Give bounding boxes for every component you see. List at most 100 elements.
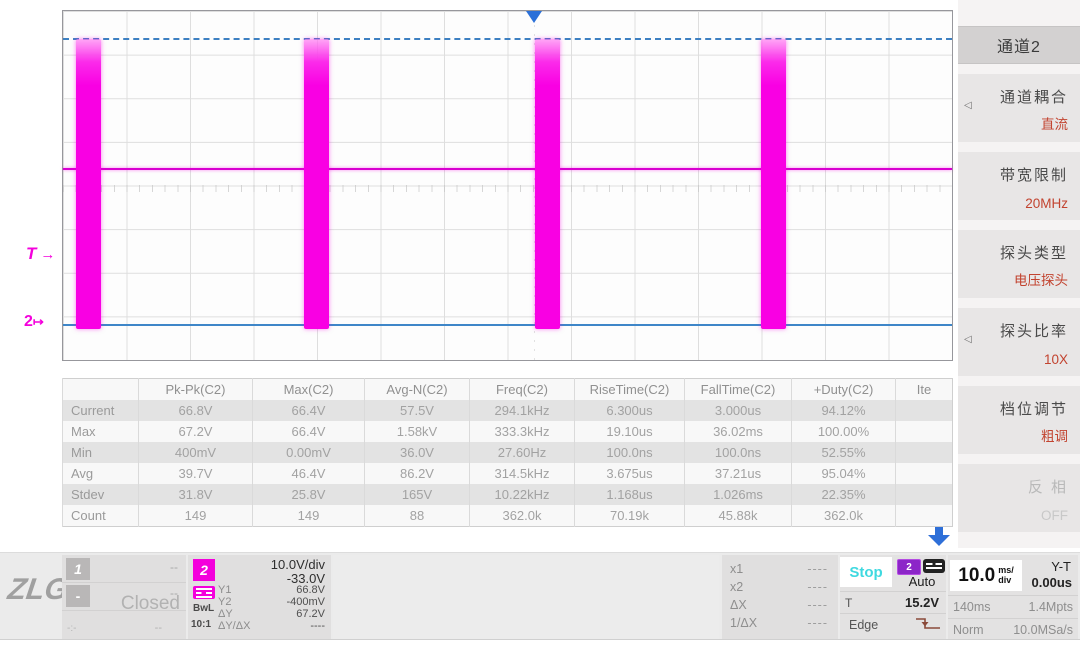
channel2-scale: 10.0V/div: [270, 557, 325, 572]
cursor-readout-row: Y2 -400mV: [218, 596, 325, 608]
channel1-badge: 1: [66, 558, 90, 580]
status-bar: ZLG® 1 -- -- - Closed -:- -- 2 10.0V/div…: [0, 552, 1080, 640]
column-header: Avg-N(C2): [364, 378, 470, 400]
xcursor-row: x1 ----: [730, 562, 828, 576]
measure-row: Current 66.8V 66.4V 57.5V 294.1kHz 6.300us 3.0…: [62, 400, 953, 421]
trace-pulse: [760, 38, 786, 329]
channel-menu: 通道2 ◁ 通道耦合直流带宽限制 20MHz 探头类型电压探头 ◁ 探头比率 10X 档位调节…: [958, 0, 1080, 548]
menu-item-value: 直流: [1041, 117, 1068, 132]
measure-row: Stdev 31.8V 25.8V 165V 10.22kHz 1.168us 1.026m…: [62, 484, 953, 505]
trigger-panel[interactable]: Stop 2 Auto T 15.2V Edge: [840, 555, 946, 639]
measure-row: Min 400mV 0.00mV 36.0V 27.60Hz 100.0ns 100.0ns…: [62, 442, 953, 463]
center-axis-ticks: [63, 185, 952, 193]
submenu-arrow-icon: ◁: [964, 100, 972, 111]
acquire-mode: Norm: [953, 623, 984, 637]
menu-item-label: 通道耦合: [999, 89, 1068, 106]
menu-item-value: 电压探头: [1014, 273, 1068, 288]
channel1-status: Closed: [120, 593, 180, 614]
maps-to-arrow-icon: ↦: [32, 314, 44, 329]
measure-table-header-row: Pk-Pk(C2) Max(C2) Avg-N(C2) Freq(C2) RiseTim…: [62, 378, 953, 400]
menu-item-1[interactable]: ◁ 通道耦合直流: [958, 74, 1080, 142]
channel2-badge: 2: [193, 559, 215, 581]
column-header: Max(C2): [252, 378, 365, 400]
waveform-plot: [62, 10, 953, 361]
column-header: +Duty(C2): [791, 378, 896, 400]
column-header: Ite: [895, 378, 953, 400]
record-points: 1.4Mpts: [1028, 600, 1073, 614]
falling-edge-icon: [915, 617, 941, 636]
menu-item-value: 10X: [1043, 352, 1068, 367]
display-mode: Y-T: [1051, 559, 1071, 574]
xcursor-row: x2 ----: [730, 580, 828, 594]
trigger-level-value: 15.2V: [905, 595, 939, 610]
cursor-readout-row: ΔY 67.2V: [218, 608, 325, 620]
menu-item-label: 反 相: [1027, 479, 1068, 496]
trace-pulse: [535, 38, 561, 329]
trigger-position-marker[interactable]: [526, 11, 543, 23]
horizontal-offset: 0.00us: [1031, 575, 1072, 590]
trigger-source-badge: 2: [897, 559, 921, 575]
trigger-mode: Auto: [908, 574, 936, 589]
channel2-marker-label: 2: [24, 313, 33, 330]
column-header: Freq(C2): [469, 378, 575, 400]
menu-item-4[interactable]: ◁ 探头比率 10X: [958, 308, 1080, 376]
timebase-panel[interactable]: 10.0 ms/ div Y-T 0.00us 140ms 1.4Mpts No…: [948, 555, 1078, 639]
cursor-line-y2[interactable]: [63, 324, 952, 327]
measure-row: Count 149 149 88 362.0k 70.19k 45.88k 362.0k: [62, 505, 953, 527]
menu-item-label: 探头类型: [999, 245, 1068, 262]
cursor-readout-row: Y1 66.8V: [218, 584, 325, 596]
menu-item-label: 档位调节: [999, 401, 1068, 418]
channel1-bottom-value: --: [154, 622, 162, 634]
menu-item-label: 探头比率: [999, 323, 1068, 340]
channel2-offset-marker[interactable]: 2↦: [24, 313, 44, 331]
menu-item-label: 带宽限制: [999, 167, 1068, 184]
display-memory-icon: [923, 559, 945, 573]
timebase-scale-box: 10.0 ms/ div: [950, 560, 1022, 591]
measure-row: Avg 39.7V 46.4V 86.2V 314.5kHz 3.675us 37.21us…: [62, 463, 953, 484]
trigger-level-marker[interactable]: T →: [26, 244, 55, 264]
channel2-panel[interactable]: 2 10.0V/div -33.0V BwL 10:1 Y1 66.8V Y2 -40…: [188, 555, 331, 639]
timebase-scale-unit: ms/ div: [998, 565, 1014, 585]
right-arrow-icon: →: [40, 246, 56, 263]
channel1-minus-badge: -: [66, 585, 90, 607]
menu-item-6: 反 相 OFF: [958, 464, 1080, 532]
column-header: FallTime(C2): [684, 378, 792, 400]
table-scroll-down-arrow[interactable]: [928, 527, 950, 546]
channel-menu-items: ◁ 通道耦合 直流 带宽限制 20MHz 探头类型 电压探头 ◁ 探头比率 10X 档位调节 粗调反 …: [958, 74, 1080, 532]
trace-pulse: [303, 38, 329, 329]
trace-baseline: [63, 168, 952, 171]
menu-item-5[interactable]: 档位调节 粗调: [958, 386, 1080, 454]
trigger-type: Edge: [849, 618, 879, 632]
timebase-scale-value: 10.0: [958, 564, 996, 586]
xcursor-panel[interactable]: x1 ---- x2 ---- ΔX ---- 1/ΔX ----: [722, 555, 838, 639]
menu-item-value: OFF: [1041, 508, 1068, 523]
menu-item-3[interactable]: 探头类型电压探头: [958, 230, 1080, 298]
down-arrow-icon: [928, 535, 950, 546]
brand-logo-text: ZLG: [5, 573, 71, 606]
trigger-level-label: T: [845, 596, 853, 610]
column-header: RiseTime(C2): [574, 378, 685, 400]
cursor-line-y1[interactable]: [63, 37, 952, 40]
record-window: 140ms: [953, 600, 991, 614]
measure-table-body: Current 66.8V 66.4V 57.5V 294.1kHz 6.300us 3.0…: [62, 400, 953, 527]
trace-pulse: [76, 38, 102, 329]
submenu-arrow-icon: ◁: [964, 334, 972, 345]
cursor-readout-row: ΔY/ΔX ----: [218, 620, 325, 632]
column-header: [62, 378, 139, 400]
sample-rate: 10.0MSa/s: [1013, 623, 1073, 637]
menu-item-value: 20MHz: [1025, 196, 1068, 211]
menu-title: 通道2: [958, 26, 1080, 64]
channel1-panel[interactable]: 1 -- -- - Closed -:- --: [62, 555, 186, 639]
measure-row: Max 67.2V 66.4V 1.58kV 333.3kHz 19.10us 36.02m…: [62, 421, 953, 442]
bandwidth-limit-flag: BwL: [193, 603, 215, 614]
column-header: Pk-Pk(C2): [138, 378, 253, 400]
probe-ratio-flag: 10:1: [191, 619, 212, 630]
channel1-value2: --: [170, 586, 178, 600]
trigger-level-label: T: [26, 244, 37, 263]
channel1-ratio: -:-: [67, 623, 77, 634]
acquisition-state: Stop: [840, 557, 892, 587]
dc-coupling-icon: [193, 586, 215, 599]
menu-item-2[interactable]: 带宽限制 20MHz: [958, 152, 1080, 220]
down-arrow-icon: [935, 527, 943, 535]
channel1-value1: --: [170, 560, 178, 574]
